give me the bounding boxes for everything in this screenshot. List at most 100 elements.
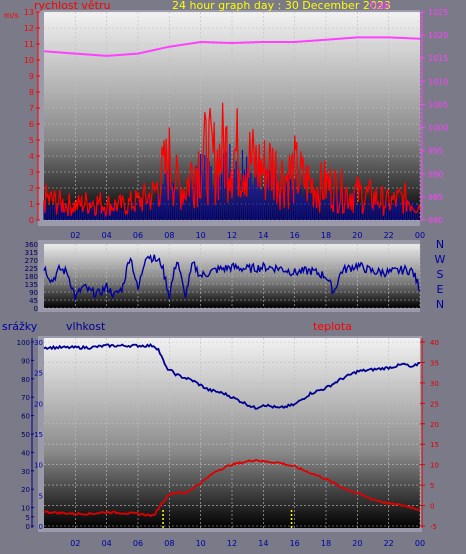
humidity-tick-label: 20 [21, 486, 30, 494]
rain-tick-label: 15 [34, 431, 43, 439]
wind-tick-label: 5 [29, 136, 34, 145]
pressure-axis-label: tlak [370, 0, 391, 12]
panel3-x-tick-label: 22 [384, 539, 394, 548]
direction-tick-label: 135 [25, 281, 38, 289]
rain-axis-label: srážky [2, 320, 38, 333]
panel3-plot-area [44, 338, 420, 528]
pressure-tick-label: 1025 [428, 8, 448, 17]
direction-label: E [437, 283, 444, 296]
direction-tick-label: 360 [25, 241, 38, 249]
pressure-tick-label: 1020 [428, 31, 448, 40]
pressure-tick-label: 985 [428, 193, 443, 202]
wind-pressure-panel: 0123456789101112139809859909951000100510… [4, 0, 448, 240]
panel1-ticks: 0123456789101112139809859909951000100510… [24, 8, 449, 240]
wind-unit-label: m/s [4, 11, 19, 20]
panel1-x-tick-label: 22 [384, 231, 394, 240]
panel1-x-tick-label: 18 [321, 231, 331, 240]
wind-tick-label: 7 [29, 104, 34, 113]
rain-tick-label: 5 [39, 492, 43, 500]
temperature-tick-label: 25 [430, 400, 439, 408]
temperature-tick-label: 30 [430, 380, 439, 388]
panel1-series [43, 36, 421, 218]
panel1-x-tick-label: 02 [70, 231, 80, 240]
direction-tick-label: 315 [25, 249, 38, 257]
direction-tick-label: 225 [25, 265, 38, 273]
wind-tick-label: 3 [29, 168, 34, 177]
panel1-x-tick-label: 08 [164, 231, 174, 240]
panel3-x-tick-label: 18 [321, 539, 331, 548]
humidity-temperature-panel: -505101520253035400510203040506070809010… [2, 320, 439, 548]
panel1-x-tick-label: 00 [415, 231, 425, 240]
rain-tick-label: 10 [34, 462, 43, 470]
wind-axis-label: rychlost větru [34, 0, 110, 12]
direction-tick-label: 0 [34, 305, 38, 313]
wind-tick-label: 9 [29, 72, 34, 81]
wind-tick-label: 4 [29, 152, 34, 161]
direction-label: N [436, 238, 444, 251]
pressure-tick-label: 990 [428, 170, 443, 179]
wind-tick-label: 8 [29, 88, 34, 97]
temperature-tick-label: 5 [430, 482, 434, 490]
humidity-tick-label: 40 [21, 449, 30, 457]
direction-tick-label: 45 [29, 297, 38, 305]
temperature-line [43, 459, 421, 518]
direction-label: W [435, 253, 446, 266]
panel3-ticks: -505101520253035400510203040506070809010… [17, 338, 439, 548]
direction-tick-label: 270 [25, 257, 38, 265]
pressure-tick-label: 980 [428, 216, 443, 225]
humidity-tick-label: 50 [21, 431, 30, 439]
wind-speed-line [43, 102, 421, 218]
humidity-tick-label: 5 [26, 514, 30, 522]
rain-tick-label: 20 [34, 400, 43, 408]
temperature-axis-label: teplota [313, 320, 352, 333]
panel2-series [43, 253, 421, 301]
humidity-tick-label: 30 [21, 468, 30, 476]
wind-tick-label: 6 [29, 120, 34, 129]
wind-tick-label: 0 [29, 216, 34, 225]
rain-tick-label: 25 [34, 370, 43, 378]
pressure-tick-label: 1000 [428, 124, 448, 133]
panel1-x-tick-label: 14 [258, 231, 268, 240]
wind-tick-label: 11 [24, 40, 34, 49]
panel3-x-tick-label: 08 [164, 539, 174, 548]
panel1-x-tick-label: 16 [290, 231, 300, 240]
temperature-tick-label: 35 [430, 359, 439, 367]
wind-direction-line [43, 253, 421, 301]
panel1-x-tick-label: 20 [352, 231, 362, 240]
humidity-tick-label: 100 [17, 339, 30, 347]
panel3-series [43, 343, 421, 528]
humidity-tick-label: 80 [21, 376, 30, 384]
panel3-x-tick-label: 16 [290, 539, 300, 548]
panel3-x-tick-label: 00 [415, 539, 425, 548]
direction-label: S [437, 268, 444, 281]
panel3-x-tick-label: 02 [70, 539, 80, 548]
temperature-tick-label: 15 [430, 441, 439, 449]
panel3-x-tick-label: 10 [196, 539, 206, 548]
wind-tick-label: 2 [29, 184, 34, 193]
wind-tick-label: 12 [24, 24, 34, 33]
pressure-line [43, 36, 421, 57]
wind-tick-label: 10 [24, 56, 34, 65]
temperature-tick-label: 40 [430, 339, 439, 347]
panel3-x-tick-label: 12 [227, 539, 237, 548]
panel3-x-tick-label: 20 [352, 539, 362, 548]
pressure-tick-label: 1015 [428, 54, 448, 63]
humidity-tick-label: 90 [21, 357, 30, 365]
humidity-tick-label: 60 [21, 413, 30, 421]
temperature-tick-label: 0 [430, 503, 434, 511]
temperature-tick-label: 20 [430, 421, 439, 429]
rain-tick-label: 0 [39, 523, 43, 531]
wind-tick-label: 13 [24, 8, 34, 17]
panel3-x-tick-label: 04 [102, 539, 112, 548]
humidity-tick-label: 70 [21, 394, 30, 402]
direction-label: N [436, 298, 444, 311]
panel1-x-tick-label: 06 [133, 231, 143, 240]
panel1-x-tick-label: 12 [227, 231, 237, 240]
direction-tick-label: 90 [29, 289, 38, 297]
temperature-tick-label: 10 [430, 462, 439, 470]
pressure-tick-label: 1010 [428, 77, 448, 86]
